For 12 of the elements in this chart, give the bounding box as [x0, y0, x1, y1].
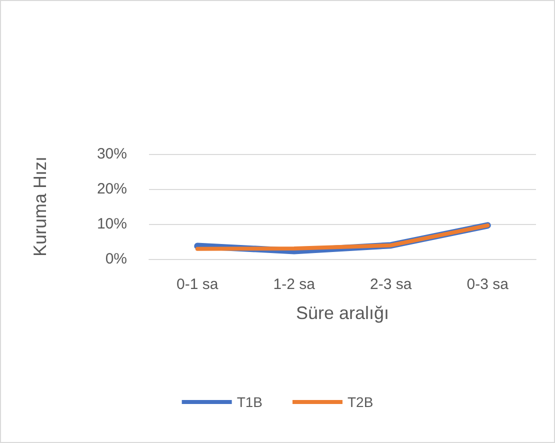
- y-tick-label: 0%: [105, 250, 127, 268]
- x-tick-label: 0-3 sa: [466, 276, 510, 293]
- y-tick-label: 10%: [96, 216, 127, 232]
- y-tick-label: 30%: [96, 146, 127, 162]
- x-tick-label: 1-2 sa: [273, 276, 316, 293]
- y-axis-title: Kuruma Hızı: [30, 156, 50, 257]
- x-tick-label: 2-3 sa: [370, 276, 412, 293]
- x-axis-title: Süre aralığı: [296, 303, 390, 323]
- y-tick-label: 20%: [96, 180, 127, 198]
- x-tick-label: 0-1 sa: [176, 276, 219, 293]
- legend-label: T1B: [236, 394, 263, 410]
- legend-label: T2B: [348, 394, 374, 410]
